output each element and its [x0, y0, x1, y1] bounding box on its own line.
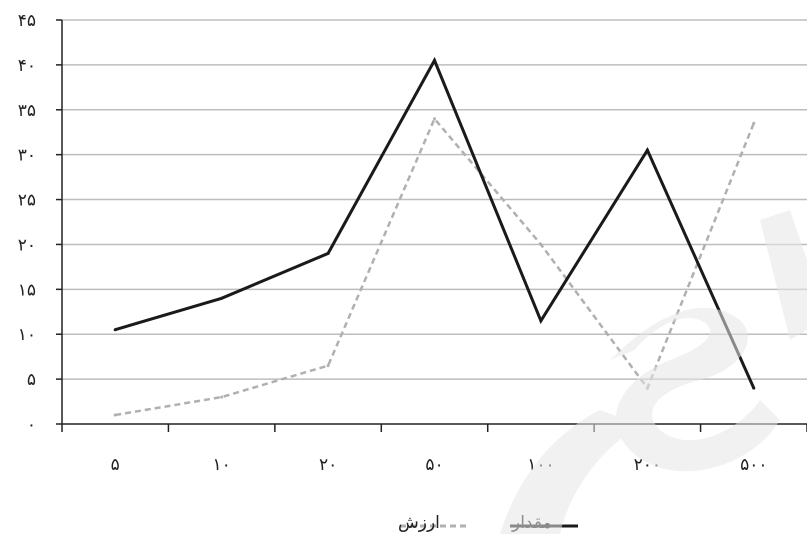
- data-point-series-1: [433, 58, 436, 62]
- gridlines: [62, 19, 807, 380]
- data-point-series-2: [645, 386, 649, 390]
- data-point-series-2: [433, 117, 436, 121]
- x-tick-label: ۵۰: [425, 455, 443, 475]
- y-tick-label: ۱۰: [18, 325, 36, 345]
- data-point-series-2: [220, 395, 224, 399]
- legend: مقدار ارزش: [398, 513, 578, 533]
- series-lines: [113, 56, 756, 417]
- data-point-series-1: [539, 319, 543, 323]
- y-tick-label: ۲۰: [18, 235, 36, 255]
- data-point-series-1: [645, 148, 649, 152]
- x-tick-label: ۵۰۰: [740, 455, 767, 475]
- legend-label-series-1: مقدار: [511, 513, 552, 533]
- data-point-series-2: [326, 364, 330, 368]
- y-tick-label: ۱۵: [18, 280, 36, 300]
- y-tick-label: ۴۰: [18, 56, 36, 76]
- legend-label-series-2: ارزش: [398, 513, 440, 533]
- data-point-series-2: [113, 413, 117, 417]
- y-tick-label: ۴۵: [18, 11, 36, 31]
- x-tick-label: ۱۰: [213, 455, 231, 475]
- y-tick-label: ۰: [27, 415, 36, 435]
- y-tick-label: ۵: [27, 370, 36, 390]
- data-point-series-1: [326, 251, 330, 255]
- data-point-series-2: [752, 121, 756, 125]
- x-tick-label: ۵: [111, 455, 120, 475]
- x-tick-label: ۲۰۰: [634, 455, 661, 475]
- series-line-2: [114, 116, 755, 417]
- x-tick-labels: ۵ ۱۰ ۲۰ ۵۰ ۱۰۰ ۲۰۰ ۵۰۰: [111, 455, 768, 475]
- y-tick-label: ۳۰: [18, 146, 36, 166]
- data-point-series-1: [752, 386, 756, 390]
- y-tick-label: ۲۵: [18, 191, 36, 211]
- data-point-series-2: [539, 242, 543, 246]
- y-tick-label: ۳۵: [18, 101, 36, 121]
- y-tick-labels: ۰ ۵ ۱۰ ۱۵ ۲۰ ۲۵ ۳۰ ۳۵ ۴۰ ۴۵: [18, 11, 36, 435]
- x-tick-label: ۱۰۰: [527, 455, 554, 475]
- x-tick-label: ۲۰: [319, 455, 337, 475]
- axes: [56, 19, 807, 432]
- data-point-series-1: [113, 328, 117, 332]
- data-point-series-1: [220, 296, 224, 300]
